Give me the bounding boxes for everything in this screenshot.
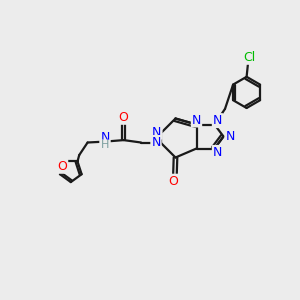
Text: N: N (225, 130, 235, 143)
Text: N: N (152, 125, 162, 139)
Text: H: H (101, 140, 109, 151)
Text: N: N (151, 136, 161, 149)
Text: N: N (192, 113, 201, 127)
Text: O: O (169, 175, 178, 188)
Text: N: N (213, 146, 222, 159)
Text: N: N (100, 131, 110, 144)
Text: N: N (213, 114, 222, 127)
Text: O: O (119, 111, 128, 124)
Text: O: O (57, 160, 67, 173)
Text: Cl: Cl (244, 51, 256, 64)
